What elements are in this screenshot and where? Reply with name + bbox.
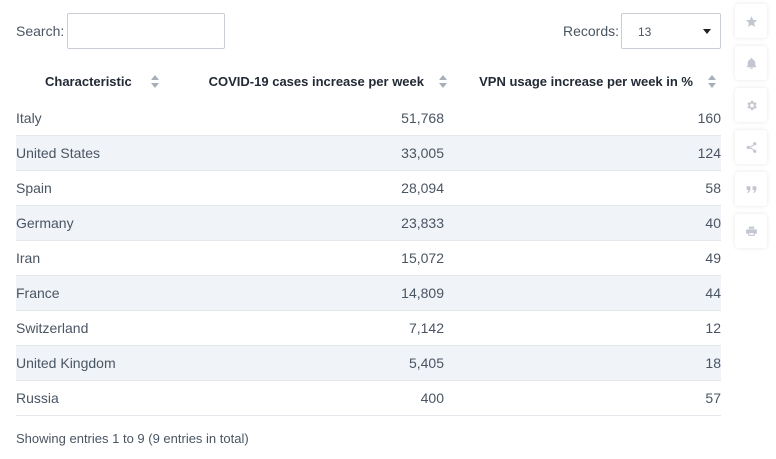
table-header-row: Characteristic COVID-19 cases increase p… <box>16 64 721 101</box>
cell-cases: 400 <box>196 380 444 416</box>
cell-vpn: 124 <box>444 135 721 171</box>
print-icon <box>745 226 757 236</box>
cell-country: Switzerland <box>16 310 196 346</box>
data-table: Characteristic COVID-19 cases increase p… <box>16 64 721 416</box>
cell-cases: 51,768 <box>196 100 444 136</box>
table-row: Iran 15,072 49 <box>16 240 721 276</box>
cell-country: France <box>16 275 196 311</box>
cell-country: United States <box>16 135 196 171</box>
column-header-vpn-usage[interactable]: VPN usage increase per week in % <box>444 64 721 101</box>
cell-cases: 33,005 <box>196 135 444 171</box>
column-header-label: Characteristic <box>45 74 132 89</box>
cell-vpn: 18 <box>444 345 721 381</box>
share-button[interactable] <box>735 130 767 164</box>
column-header-label: COVID-19 cases increase per week <box>208 74 424 89</box>
cell-vpn: 40 <box>444 205 721 241</box>
table-row: Germany 23,833 40 <box>16 205 721 241</box>
table-row: Italy 51,768 160 <box>16 100 721 136</box>
cell-vpn: 44 <box>444 275 721 311</box>
print-button[interactable] <box>735 214 767 248</box>
table-row: Spain 28,094 58 <box>16 170 721 206</box>
cell-vpn: 58 <box>444 170 721 206</box>
table-row: United Kingdom 5,405 18 <box>16 345 721 381</box>
cell-vpn: 57 <box>444 380 721 416</box>
cell-vpn: 49 <box>444 240 721 276</box>
cell-cases: 5,405 <box>196 345 444 381</box>
side-toolbar <box>735 4 767 256</box>
table-row: United States 33,005 124 <box>16 135 721 171</box>
table-info-text: Showing entries 1 to 9 (9 entries in tot… <box>16 431 249 446</box>
search-input[interactable] <box>67 13 225 49</box>
cell-country: Spain <box>16 170 196 206</box>
sort-icon <box>151 75 159 89</box>
records-select[interactable]: 13 <box>621 13 721 49</box>
table-toolbar: Search: Records: 13 <box>0 0 776 62</box>
cell-vpn: 12 <box>444 310 721 346</box>
search-label: Search: <box>16 23 65 39</box>
cell-country: United Kingdom <box>16 345 196 381</box>
cell-cases: 23,833 <box>196 205 444 241</box>
favorite-button[interactable] <box>735 4 767 38</box>
cell-country: Italy <box>16 100 196 136</box>
share-icon <box>746 141 756 153</box>
cell-country: Germany <box>16 205 196 241</box>
table-row: Switzerland 7,142 12 <box>16 310 721 346</box>
column-header-label: VPN usage increase per week in % <box>479 74 693 89</box>
cell-country: Iran <box>16 240 196 276</box>
cite-button[interactable] <box>735 172 767 206</box>
records-select-value: 13 <box>638 25 652 39</box>
column-header-covid-cases[interactable]: COVID-19 cases increase per week <box>196 64 447 101</box>
notification-button[interactable] <box>735 46 767 80</box>
cell-cases: 14,809 <box>196 275 444 311</box>
cell-country: Russia <box>16 380 196 416</box>
quote-icon <box>746 185 756 193</box>
cell-cases: 15,072 <box>196 240 444 276</box>
cell-cases: 7,142 <box>196 310 444 346</box>
sort-icon <box>439 75 447 89</box>
cell-vpn: 160 <box>444 100 721 136</box>
records-label: Records: <box>563 23 620 39</box>
chevron-down-icon <box>703 29 711 34</box>
bell-icon <box>746 57 756 69</box>
column-header-characteristic[interactable]: Characteristic <box>16 64 196 101</box>
table-row: France 14,809 44 <box>16 275 721 311</box>
settings-button[interactable] <box>735 88 767 122</box>
cell-cases: 28,094 <box>196 170 444 206</box>
sort-icon <box>708 75 716 89</box>
gear-icon <box>746 100 757 110</box>
star-icon <box>745 15 757 27</box>
table-row: Russia 400 57 <box>16 380 721 416</box>
